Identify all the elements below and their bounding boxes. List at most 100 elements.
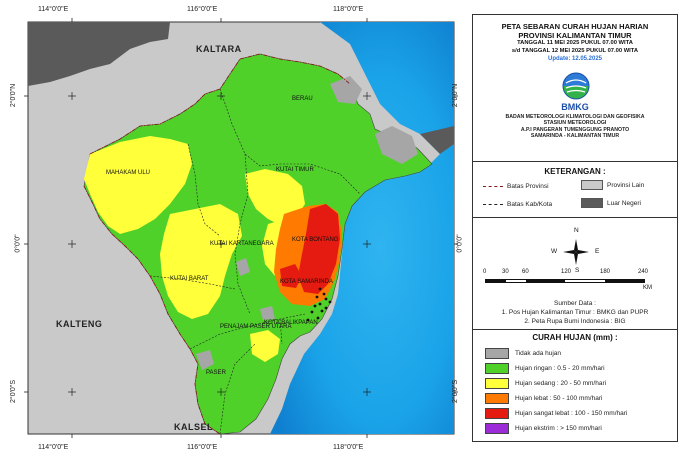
district-boundary-label: Batas Kab/Kota: [507, 201, 553, 208]
district-line-symbol: [483, 204, 503, 205]
no-rain-south: [196, 350, 214, 370]
divider: [473, 161, 677, 162]
legend-foreign: Luar Negeri: [581, 198, 641, 208]
coord-bottom-116: 116°0'0"E: [187, 444, 218, 451]
label-kutai-barat: KUTAI BARAT: [170, 276, 209, 282]
label-extreme-rain: Hujan ekstrim : > 150 mm/hari: [515, 425, 602, 432]
label-berau: BERAU: [292, 96, 313, 102]
legend-heavy-rain: Hujan lebat : 50 - 100 mm/hari: [485, 393, 602, 404]
swatch-moderate-rain: [485, 378, 509, 389]
scale-tick-30: 30: [502, 269, 509, 275]
very-heavy-rain-small: [280, 264, 302, 288]
label-no-rain: Tidak ada hujan: [515, 350, 562, 357]
province-boundary-label: Batas Provinsi: [507, 183, 549, 190]
agency-line-2: STASIUN METEOROLOGI: [543, 120, 607, 127]
legend-very-heavy-rain: Hujan sangat lebat : 100 - 150 mm/hari: [485, 408, 627, 419]
agency-line-1: BADAN METEOROLOGI KLIMATOLOGI DAN GEOFIS…: [505, 114, 645, 120]
coord-top-114: 114°0'0"E: [38, 6, 69, 13]
title-line-2: PROVINSI KALIMANTAN TIMUR: [518, 31, 632, 40]
other-province-swatch: [581, 180, 603, 190]
coord-right-2s: 2°0'0"S: [451, 380, 459, 403]
period: TANGGAL 11 MEI 2025 PUKUL 07.00 WITA s/d…: [473, 40, 677, 55]
swatch-no-rain: [485, 348, 509, 359]
label-balikpapan: KOTA BALIKPAPAN: [264, 320, 318, 326]
legend-extreme-rain: Hujan ekstrim : > 150 mm/hari: [485, 423, 602, 434]
source-1: 1. Pos Hujan Kalimantan Timur : BMKG dan…: [501, 309, 649, 316]
period-line-1: TANGGAL 11 MEI 2025 PUKUL 07.00 WITA: [517, 40, 633, 46]
no-rain-east: [375, 126, 418, 164]
curah-hujan-title: CURAH HUJAN (mm) :: [532, 333, 618, 342]
swatch-very-heavy-rain: [485, 408, 509, 419]
source-2: 2. Peta Rupa Bumi Indonesia : BIG: [524, 318, 626, 325]
label-kutai-kartanegara: KUTAI KARTANEGARA: [210, 241, 274, 247]
province-line-symbol: [483, 186, 503, 187]
legend-province-boundary: Batas Provinsi: [483, 183, 549, 190]
map-title: PETA SEBARAN CURAH HUJAN HARIAN PROVINSI…: [473, 15, 677, 40]
legend-district-boundary: Batas Kab/Kota: [483, 201, 552, 208]
keterangan-title: KETERANGAN :: [544, 167, 606, 176]
frame-ticks: [24, 18, 458, 438]
grid-crosses: [68, 92, 371, 396]
sources-title: Sumber Data :: [554, 300, 596, 307]
coord-left-2n: 2°0'0"N: [10, 83, 18, 108]
foreign-swatch: [581, 198, 603, 208]
label-samarinda: KOTA SAMARINDA: [280, 279, 333, 285]
label-kalteng: KALTENG: [56, 319, 103, 329]
update-date: Update: 12.05.2025: [547, 56, 603, 62]
scale-tick-180: 180: [600, 269, 611, 275]
legend-panel: PETA SEBARAN CURAH HUJAN HARIAN PROVINSI…: [472, 14, 678, 442]
legend-other-province: Provinsi Lain: [581, 180, 644, 190]
foreign-label: Luar Negeri: [607, 199, 641, 207]
compass-s: S: [575, 267, 580, 274]
moderate-rain-west: [84, 136, 192, 234]
label-very-heavy-rain: Hujan sangat lebat : 100 - 150 mm/hari: [515, 410, 628, 417]
coord-right-0: 0°0'0": [456, 234, 464, 253]
label-light-rain: Hujan ringan : 0.5 - 20 mm/hari: [515, 365, 605, 372]
scale-tick-60: 60: [522, 269, 529, 275]
moderate-rain-south: [250, 330, 280, 362]
compass-e: E: [595, 248, 600, 255]
label-kutai-timur: KUTAI TIMUR: [276, 167, 314, 173]
moderate-rain-north: [245, 169, 305, 226]
divider: [473, 217, 677, 218]
province-boundary-south: [83, 185, 221, 435]
label-mahakam-ulu: MAHAKAM ULU: [106, 170, 151, 176]
bmkg-wordmark: BMKG: [561, 102, 589, 112]
swatch-extreme-rain: [485, 423, 509, 434]
scale-unit: KM: [643, 285, 652, 291]
scale-tick-120: 120: [561, 269, 572, 275]
city-cluster: [306, 287, 332, 322]
compass-icon: [563, 239, 589, 265]
legend-light-rain: Hujan ringan : 0.5 - 20 mm/hari: [485, 363, 605, 374]
label-kaltara: KALTARA: [196, 44, 242, 54]
foreign-country-right: [420, 126, 454, 154]
coord-right-2n: 2°0'0"N: [452, 83, 460, 108]
agency-line-4: SAMARINDA - KALIMANTAN TIMUR: [530, 133, 620, 140]
foreign-country: [28, 22, 170, 86]
label-heavy-rain: Hujan lebat : 50 - 100 mm/hari: [515, 395, 603, 402]
coord-top-116: 116°0'0"E: [187, 6, 218, 13]
very-heavy-rain-area: [298, 204, 340, 294]
swatch-light-rain: [485, 363, 509, 374]
label-kalsel: KALSEL: [174, 422, 213, 432]
no-rain-central: [236, 258, 250, 276]
province-boundary: [89, 53, 351, 155]
map-canvas: [24, 18, 458, 438]
coord-bottom-114: 114°0'0"E: [38, 444, 69, 451]
no-rain-north: [330, 76, 362, 104]
coord-top-118: 118°0'0"E: [333, 6, 364, 13]
label-bontang: KOTA BONTANG: [292, 237, 339, 243]
scale-bar-segments: [485, 279, 645, 283]
label-paser: PASER: [206, 370, 226, 376]
coord-bottom-118: 118°0'0"E: [333, 444, 364, 451]
data-sources: Sumber Data : 1. Pos Hujan Kalimantan Ti…: [473, 299, 677, 326]
label-moderate-rain: Hujan sedang : 20 - 50 mm/hari: [515, 380, 607, 387]
compass-w: W: [551, 248, 558, 255]
scale-bar: 0 30 60 120 180 240 KM: [483, 269, 659, 297]
no-rain-small: [260, 306, 275, 320]
agency-name: BADAN METEOROLOGI KLIMATOLOGI DAN GEOFIS…: [473, 114, 677, 140]
coord-left-0: 0°0'0": [14, 234, 22, 253]
compass-n: N: [574, 227, 579, 234]
legend-no-rain: Tidak ada hujan: [485, 348, 561, 359]
